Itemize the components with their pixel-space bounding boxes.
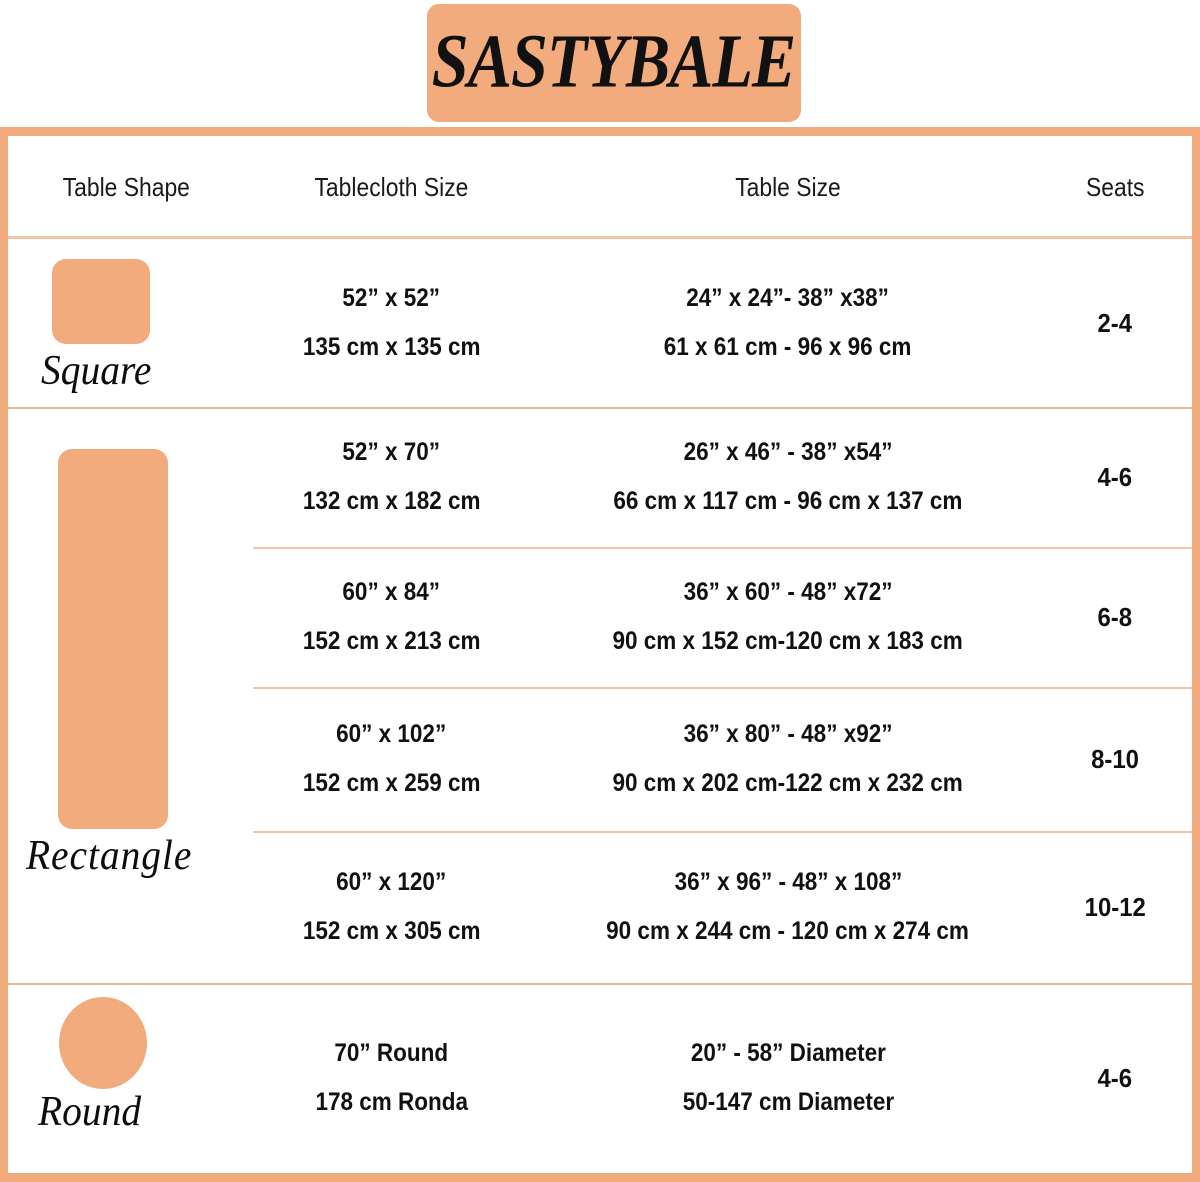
table-cell-table-line-2: 90 cm x 202 cm-122 cm x 232 cm: [612, 769, 964, 797]
table-row: 52” x 70” 132 cm x 182 cm 26” x 46” - 38” …: [8, 407, 1192, 547]
table-cell-seats: 6-8: [1038, 547, 1192, 687]
table-cell-seats: 10-12: [1038, 831, 1192, 983]
table-cell-cloth-line-2: 132 cm x 182 cm: [302, 487, 481, 515]
table-header-label-shape: Table Shape: [62, 172, 191, 202]
table-cell-table-line-1: 36” x 80” - 48” x92”: [683, 720, 893, 748]
table-header-cell-cloth: Tablecloth Size: [245, 136, 538, 239]
table-cell-cloth-line-2: 178 cm Ronda: [315, 1088, 468, 1116]
table-cell-seats-line-1: 6-8: [1097, 602, 1133, 632]
table-cell-seats: 4-6: [1038, 407, 1192, 547]
rectangle-shape-icon: [58, 449, 168, 829]
row-divider: [253, 831, 1192, 833]
row-divider: [253, 547, 1192, 549]
table-cell-table: 24” x 24”- 38” x38” 61 x 61 cm - 96 x 96 …: [538, 239, 1038, 407]
row-divider: [253, 687, 1192, 689]
table-cell-table: 36” x 96” - 48” x 108” 90 cm x 244 cm - 1…: [538, 831, 1038, 983]
table-cell-table-line-1: 36” x 60” - 48” x72”: [683, 578, 893, 606]
table-cell-cloth-line-2: 152 cm x 305 cm: [302, 917, 481, 945]
table-header-cell-table: Table Size: [538, 136, 1038, 239]
table-cell-table-line-2: 66 cm x 117 cm - 96 cm x 137 cm: [613, 487, 963, 515]
table-cell-cloth-line-1: 60” x 102”: [336, 720, 447, 748]
brand-logo-text: SASTYBALE: [432, 18, 796, 104]
table-cell-table-line-1: 24” x 24”- 38” x38”: [686, 284, 890, 312]
table-cell-seats-line-1: 8-10: [1091, 744, 1139, 774]
table-cell-cloth-line-1: 52” x 70”: [342, 438, 441, 466]
table-cell-cloth: 60” x 84” 152 cm x 213 cm: [245, 547, 538, 687]
table-cell-cloth: 70” Round 178 cm Ronda: [245, 983, 538, 1173]
table-cell-shape: Square: [8, 239, 245, 407]
brand-header: SASTYBALE: [0, 0, 1200, 127]
table-cell-cloth-line-2: 152 cm x 213 cm: [302, 627, 481, 655]
table-header-cell-seats: Seats: [1038, 136, 1192, 239]
table-header-cell-shape: Table Shape: [8, 136, 245, 239]
shape-label-rectangle: Rectangle: [26, 833, 193, 879]
table-row: 60” x 84” 152 cm x 213 cm 36” x 60” - 48” …: [8, 547, 1192, 687]
table-cell-table-line-2: 90 cm x 244 cm - 120 cm x 274 cm: [606, 917, 970, 945]
table-cell-shape: Rectangle: [8, 407, 245, 983]
table-row: 70” Round 178 cm Ronda 20” - 58” Diameter 5…: [8, 983, 1192, 1173]
table-cell-cloth-line-2: 152 cm x 259 cm: [302, 769, 481, 797]
table-row: 60” x 120” 152 cm x 305 cm 36” x 96” - 48”…: [8, 831, 1192, 983]
table-header-label-seats: Seats: [1085, 172, 1145, 202]
table-cell-table-line-2: 50-147 cm Diameter: [682, 1088, 894, 1116]
table-cell-cloth-line-1: 60” x 120”: [336, 868, 447, 896]
table-cell-seats: 2-4: [1038, 239, 1192, 407]
table-cell-cloth: 60” x 102” 152 cm x 259 cm: [245, 687, 538, 831]
table-cell-cloth: 52” x 52” 135 cm x 135 cm: [245, 239, 538, 407]
table-cell-table-line-2: 90 cm x 152 cm-120 cm x 183 cm: [612, 627, 964, 655]
square-shape-icon: [52, 259, 150, 344]
table-cell-seats: 4-6: [1038, 983, 1192, 1173]
table-cell-cloth-line-2: 135 cm x 135 cm: [302, 333, 481, 361]
table-header-label-table: Table Size: [735, 172, 841, 202]
table-cell-seats-line-1: 4-6: [1097, 462, 1133, 492]
table-cell-cloth-line-1: 70” Round: [334, 1039, 449, 1067]
table-cell-table: 36” x 80” - 48” x92” 90 cm x 202 cm-122 c…: [538, 687, 1038, 831]
table-cell-seats: 8-10: [1038, 687, 1192, 831]
table-cell-cloth-line-1: 52” x 52”: [342, 284, 441, 312]
table-cell-table-line-1: 36” x 96” - 48” x 108”: [674, 868, 902, 896]
size-chart-table-inner: Table Shape Tablecloth Size Table Size S…: [8, 136, 1192, 1173]
table-cell-table-line-1: 26” x 46” - 38” x54”: [683, 438, 893, 466]
table-cell-table: 20” - 58” Diameter 50-147 cm Diameter: [538, 983, 1038, 1173]
table-cell-shape: Round: [8, 983, 245, 1173]
brand-logo-badge: SASTYBALE: [427, 4, 801, 122]
table-cell-table-line-2: 61 x 61 cm - 96 x 96 cm: [664, 333, 912, 361]
row-divider: [8, 983, 1192, 985]
table-cell-table: 36” x 60” - 48” x72” 90 cm x 152 cm-120 c…: [538, 547, 1038, 687]
row-divider: [8, 407, 1192, 409]
table-cell-seats-line-1: 4-6: [1097, 1063, 1133, 1093]
table-header-row: Table Shape Tablecloth Size Table Size S…: [8, 136, 1192, 239]
table-cell-cloth: 60” x 120” 152 cm x 305 cm: [245, 831, 538, 983]
shape-label-round: Round: [38, 1089, 142, 1135]
table-cell-seats-line-1: 10-12: [1084, 892, 1146, 922]
table-row: 60” x 102” 152 cm x 259 cm 36” x 80” - 48”…: [8, 687, 1192, 831]
table-cell-table-line-1: 20” - 58” Diameter: [690, 1039, 886, 1067]
table-header-label-cloth: Tablecloth Size: [314, 172, 469, 202]
table-cell-cloth-line-1: 60” x 84”: [342, 578, 441, 606]
table-cell-cloth: 52” x 70” 132 cm x 182 cm: [245, 407, 538, 547]
table-cell-seats-line-1: 2-4: [1097, 308, 1133, 338]
table-cell-table: 26” x 46” - 38” x54” 66 cm x 117 cm - 96 …: [538, 407, 1038, 547]
shape-label-square: Square: [41, 348, 152, 394]
size-chart-table: Table Shape Tablecloth Size Table Size S…: [0, 127, 1200, 1182]
circle-shape-icon: [59, 997, 147, 1089]
table-row: 52” x 52” 135 cm x 135 cm 24” x 24”- 38” x…: [8, 239, 1192, 407]
